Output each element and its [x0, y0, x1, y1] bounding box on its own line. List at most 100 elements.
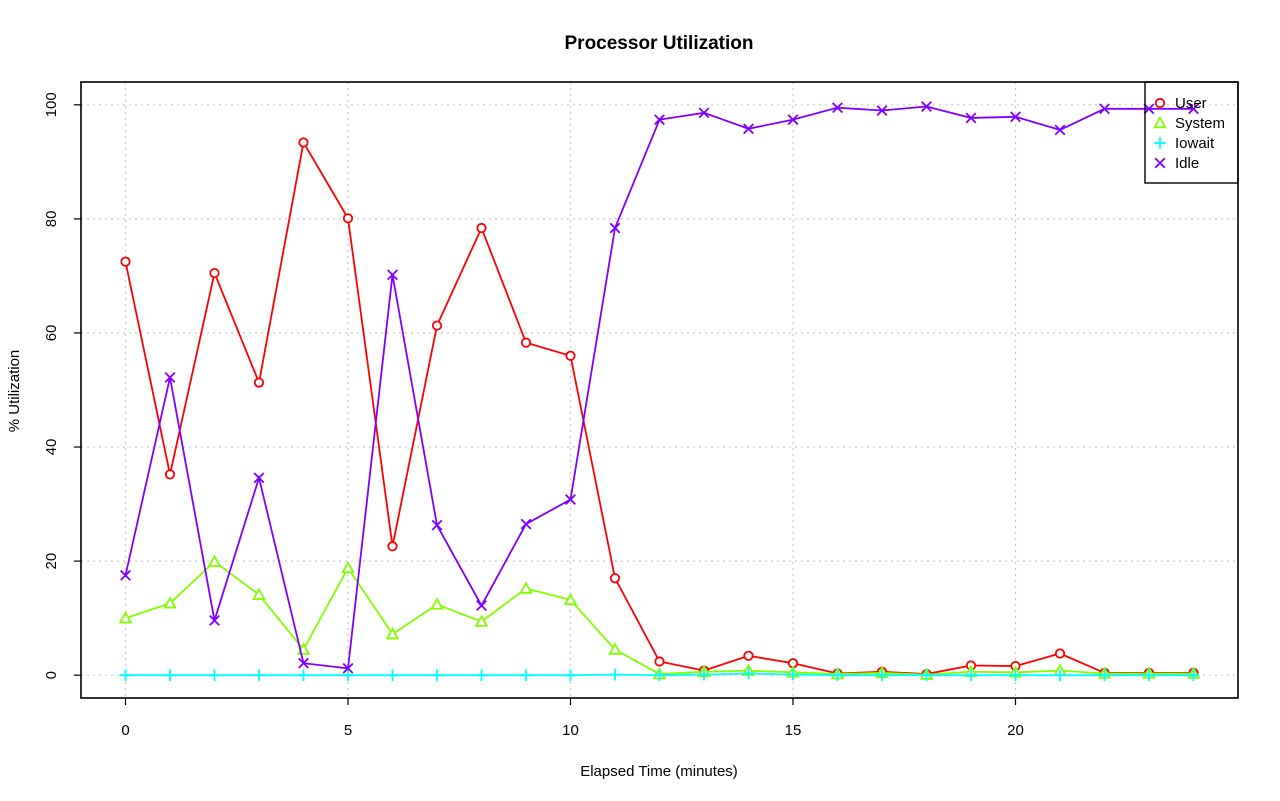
idle-point — [1010, 111, 1021, 123]
series-idle — [120, 101, 1199, 674]
series-iowait — [119, 667, 1200, 681]
y-tick-label: 0 — [43, 671, 60, 679]
user-point — [654, 656, 665, 667]
system-point — [385, 626, 400, 640]
system-point — [608, 642, 622, 655]
iowait-point — [253, 669, 265, 681]
legend: User System Iowait Idle — [1144, 81, 1239, 184]
chart-title: Processor Utilization — [565, 33, 754, 54]
user-point — [253, 377, 265, 388]
idle-point — [1188, 103, 1199, 115]
idle-point — [431, 519, 443, 531]
y-tick-label: 60 — [43, 325, 60, 342]
plot-frame — [80, 81, 1239, 699]
user-point — [565, 350, 576, 361]
user-point — [387, 541, 398, 552]
iowait-point — [609, 668, 621, 681]
system-point — [519, 581, 533, 594]
iowait-point — [164, 669, 176, 681]
iowait-point — [520, 669, 532, 681]
iowait-point — [698, 668, 710, 681]
iowait-point — [965, 669, 977, 681]
iowait-point — [386, 669, 399, 681]
y-tick-label: 40 — [43, 439, 60, 456]
idle-point — [654, 114, 665, 126]
iowait-point — [208, 669, 221, 681]
user-point — [298, 137, 309, 148]
legend-label-system: System — [1175, 115, 1225, 132]
iowait-point — [831, 669, 844, 681]
legend-marker-idle — [1154, 157, 1166, 169]
idle-point — [1099, 103, 1110, 115]
system-point — [163, 596, 177, 609]
user-point — [476, 222, 487, 234]
iowait-point — [1143, 669, 1155, 681]
idle-point — [565, 494, 576, 505]
iowait-point — [564, 669, 577, 681]
idle-point — [743, 123, 754, 135]
grid — [81, 82, 1238, 698]
legend-item-iowait: Iowait — [1154, 135, 1215, 152]
iowait-point — [1098, 669, 1111, 681]
user-point — [209, 267, 220, 279]
y-tick-label: 100 — [43, 92, 60, 117]
x-tick-label: 5 — [344, 722, 352, 739]
iowait-point — [742, 667, 755, 680]
system-point — [563, 592, 578, 606]
system-point — [430, 597, 444, 610]
idle-point — [342, 662, 354, 674]
axis-ticks: 0 5 10 15 20 0 20 40 60 80 100 — [43, 92, 1024, 739]
idle-point — [120, 569, 131, 581]
user-point — [609, 573, 621, 584]
user-point — [520, 337, 532, 348]
iowait-point — [119, 669, 132, 681]
iowait-point — [653, 669, 666, 681]
idle-point — [1054, 124, 1066, 136]
legend-item-system: System — [1153, 115, 1225, 132]
user-point — [120, 256, 131, 267]
idle-point — [476, 600, 487, 612]
x-tick-label: 0 — [121, 722, 129, 739]
legend-marker-user — [1154, 97, 1166, 109]
iowait-point — [431, 669, 443, 681]
iowait-point — [876, 669, 888, 681]
legend-label-user: User — [1175, 95, 1207, 112]
x-tick-label: 20 — [1007, 722, 1024, 739]
iowait-point — [1009, 669, 1022, 681]
x-axis-label: Elapsed Time (minutes) — [580, 763, 738, 780]
user-point — [342, 213, 354, 224]
x-tick-label: 10 — [562, 722, 579, 739]
system-point — [252, 587, 266, 600]
legend-label-idle: Idle — [1175, 155, 1199, 172]
idle-point — [698, 107, 710, 119]
user-point — [164, 469, 176, 480]
legend-item-idle: Idle — [1154, 155, 1199, 172]
user-point — [743, 650, 754, 661]
iowait-point — [297, 669, 310, 681]
legend-item-user: User — [1154, 95, 1207, 112]
idle-point — [609, 222, 621, 234]
user-point — [431, 320, 443, 331]
idle-point — [832, 102, 843, 114]
idle-point — [921, 101, 932, 112]
legend-marker-iowait — [1154, 137, 1166, 149]
legend-label-iowait: Iowait — [1175, 135, 1215, 152]
idle-point — [787, 114, 799, 126]
idle-point — [209, 614, 220, 626]
system-point — [341, 560, 355, 574]
idle-point — [387, 269, 398, 281]
idle-point — [876, 105, 888, 116]
idle-point — [1143, 103, 1155, 115]
idle-series-line — [124, 105, 1194, 670]
iowait-point — [787, 668, 799, 681]
iowait-point — [1187, 669, 1200, 681]
iowait-point — [342, 669, 354, 681]
iowait-point — [1054, 669, 1066, 681]
iowait-point — [920, 669, 933, 681]
series-group — [118, 101, 1201, 681]
legend-box — [1144, 81, 1239, 184]
legend-marker-system — [1153, 115, 1167, 129]
y-tick-label: 20 — [43, 553, 60, 570]
